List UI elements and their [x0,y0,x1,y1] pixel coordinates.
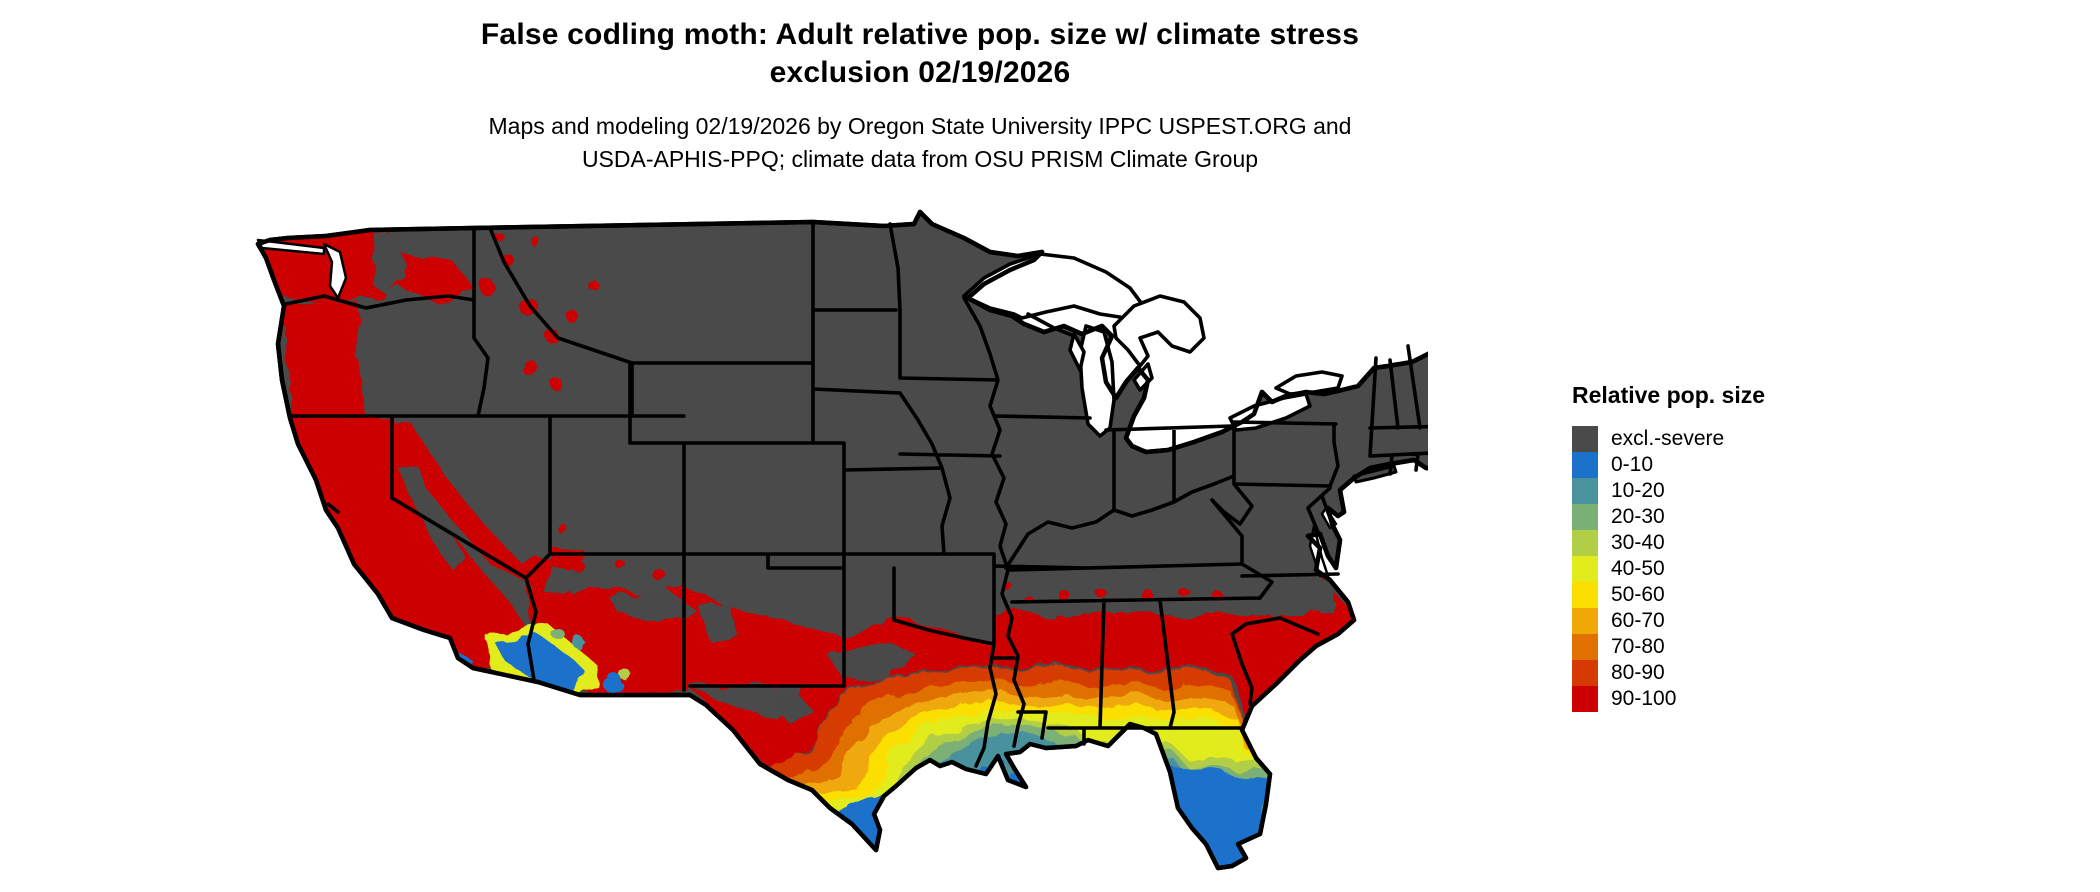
legend-item: 60-70 [1572,608,1765,634]
us-map-svg [228,166,1428,892]
state-borders [284,221,1428,768]
legend-label: 10-20 [1611,479,1665,502]
legend-item: 40-50 [1572,556,1765,582]
green-bay [1068,332,1086,372]
map-subtitle-line2: USDA-APHIS-PPQ; climate data from OSU PR… [581,146,1259,172]
legend-item: 80-90 [1572,660,1765,686]
map-subtitle-line1: Maps and modeling 02/19/2026 by Oregon S… [488,113,1352,139]
legend-swatch [1572,478,1598,504]
legend-label: 50-60 [1611,583,1665,606]
legend-item: 10-20 [1572,478,1765,504]
map-title-line2: exclusion 02/19/2026 [769,56,1071,89]
legend-label: 80-90 [1611,661,1665,684]
legend-swatch [1572,504,1598,530]
legend-swatch [1572,608,1598,634]
legend-swatch [1572,556,1598,582]
legend-swatch [1572,634,1598,660]
legend-item: 70-80 [1572,634,1765,660]
legend-title: Relative pop. size [1572,382,1766,408]
map-title-line1: False codling moth: Adult relative pop. … [480,18,1360,51]
legend-label: 70-80 [1611,635,1665,658]
legend-item: 20-30 [1572,504,1765,530]
legend-swatch [1572,530,1598,556]
legend-swatch [1572,660,1598,686]
legend-label: 90-100 [1611,687,1677,710]
puget-sound [322,242,348,300]
map-title: False codling moth: Adult relative pop. … [0,16,1840,92]
legend-label: 40-50 [1611,557,1665,580]
legend-swatch [1572,582,1598,608]
legend-label: excl.-severe [1611,427,1725,450]
legend-label: 0-10 [1611,453,1654,476]
legend-item: 50-60 [1572,582,1765,608]
map-subtitle: Maps and modeling 02/19/2026 by Oregon S… [0,110,1840,176]
legend-swatch [1572,686,1598,712]
legend-items: excl.-severe 0-10 10-20 20-30 30-40 40-50 50-6… [1572,426,1765,712]
lake-huron [1112,294,1206,368]
legend-item: 90-100 [1572,686,1765,712]
legend-label: 20-30 [1611,505,1665,528]
legend-item: excl.-severe [1572,426,1765,452]
legend-item: 30-40 [1572,530,1765,556]
long-island [1352,464,1398,484]
us-choropleth-map [228,166,1428,892]
legend-label: 60-70 [1611,609,1665,632]
legend-swatch [1572,452,1598,478]
legend-swatch [1572,426,1598,452]
legend: Relative pop. size excl.-severe 0-10 10-20… [1572,382,1765,712]
legend-label: 30-40 [1611,531,1665,554]
legend-item: 0-10 [1572,452,1765,478]
